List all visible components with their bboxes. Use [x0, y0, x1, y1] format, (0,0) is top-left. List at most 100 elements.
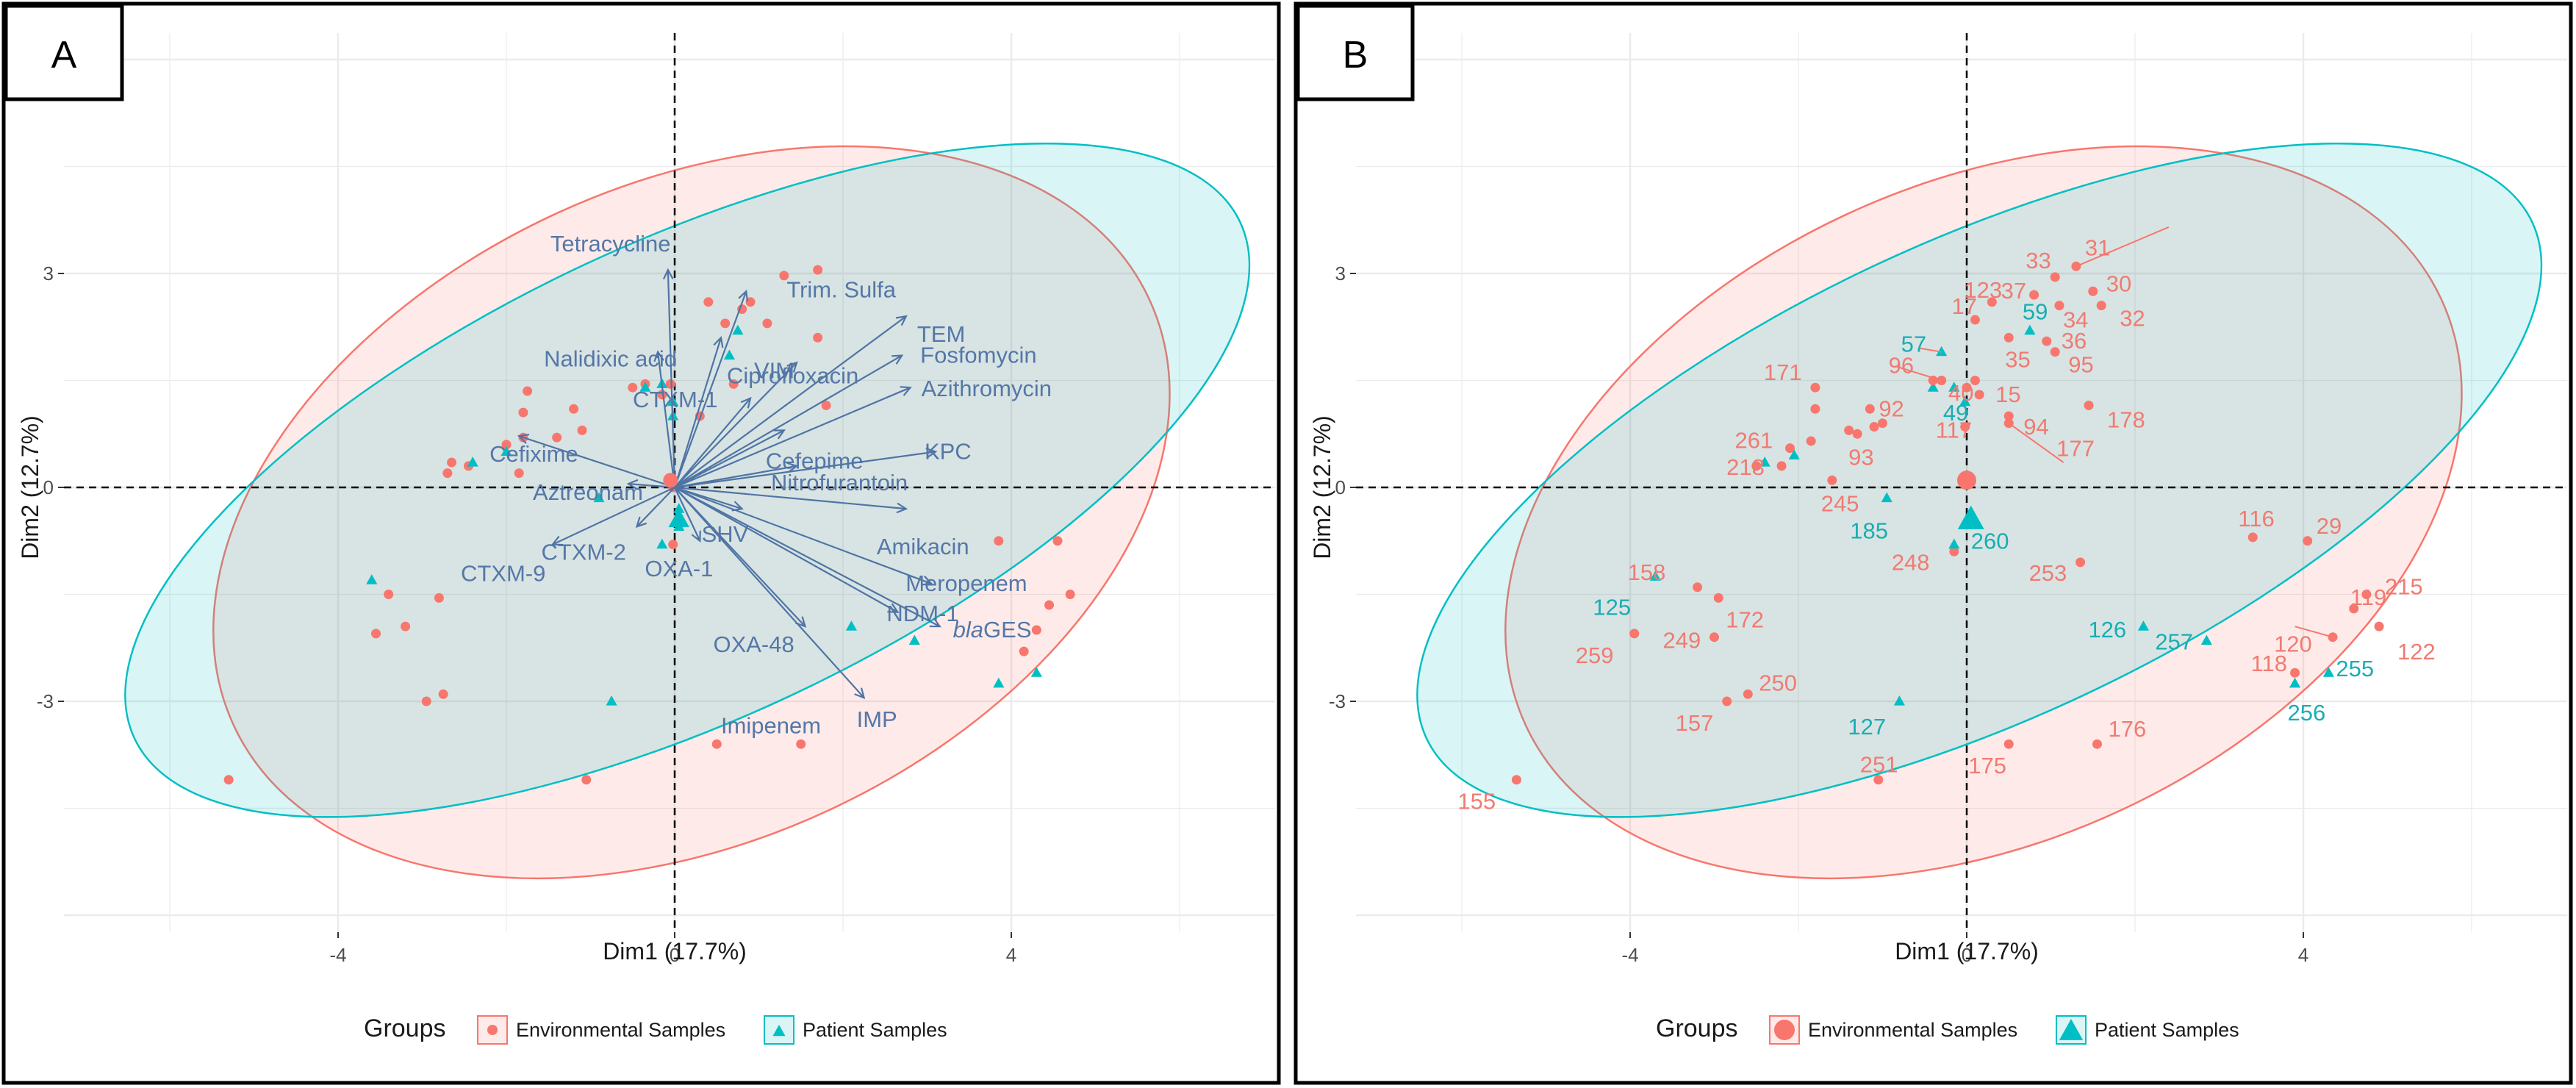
y-tick-label: -3: [1329, 690, 1346, 712]
env-point: [1743, 689, 1753, 699]
point-label: 185: [1850, 518, 1888, 544]
env-point: [2247, 532, 2258, 543]
variable-arrow: [636, 487, 675, 528]
variable-arrow: [628, 483, 675, 489]
variable-label: Tetracycline: [550, 231, 671, 257]
env-ellipse: [212, 145, 1171, 880]
patient-point: [908, 634, 920, 645]
x-tick-label: 4: [2298, 944, 2308, 966]
x-axis-label: Dim1 (17.7%): [603, 938, 747, 964]
legend-pat-marker: [772, 1025, 786, 1037]
variable-arrow: [674, 429, 785, 488]
env-point: [2054, 301, 2064, 311]
variable-label: Nalidixic acid: [544, 346, 677, 372]
env-point: [577, 425, 587, 435]
point-label: 94: [2023, 414, 2048, 440]
arrowhead: [635, 516, 647, 529]
legend-env-marker: [487, 1025, 498, 1035]
point-label: 32: [2120, 306, 2145, 332]
label-leader-line: [1920, 347, 1942, 353]
env-point: [1751, 461, 1762, 471]
point-label: 17: [1951, 293, 1976, 319]
env-point: [813, 265, 823, 275]
point-label: 116: [2238, 506, 2274, 532]
patient-point: [593, 492, 605, 503]
env-point: [1810, 404, 1820, 414]
arrowhead: [662, 268, 674, 280]
variable-arrow: [657, 351, 676, 488]
env-point: [401, 621, 411, 631]
patient-point: [501, 445, 512, 457]
env-point: [2050, 347, 2060, 357]
env-point: [796, 739, 806, 749]
env-point: [371, 629, 381, 639]
patient-point: [673, 503, 685, 513]
point-label: 35: [2005, 346, 2030, 372]
arrowhead: [929, 618, 941, 628]
point-label: 256: [2288, 700, 2326, 726]
variable-label: blaGES: [953, 617, 1032, 643]
patient-point: [656, 538, 668, 549]
variable-label: Amikacin: [877, 534, 969, 559]
point-label: 155: [1457, 789, 1496, 815]
variable-arrow: [552, 487, 675, 545]
patient-point: [723, 349, 736, 360]
env-point: [1844, 425, 1854, 435]
variable-arrow: [674, 486, 906, 510]
legend-env-label: Environmental Samples: [516, 1019, 725, 1041]
env-point: [1713, 593, 1723, 603]
panel-a-plot: Tetracycline Trim. Sulfa VIM TEM Nalidixic a…: [17, 33, 1275, 1045]
env-point: [813, 332, 823, 343]
point-label: 245: [1821, 490, 1859, 516]
point-label: 215: [2385, 574, 2423, 600]
y-tick-label: 3: [1335, 262, 1346, 284]
variable-arrow: [674, 362, 797, 488]
point-label: 37: [2001, 278, 2026, 304]
legend-title: Groups: [364, 1014, 446, 1042]
point-label: 158: [1628, 559, 1666, 585]
arrowhead: [691, 530, 701, 543]
env-point: [2003, 739, 2014, 749]
point-label: 57: [1901, 332, 1926, 357]
patient-point: [1030, 667, 1042, 677]
env-point: [720, 318, 731, 329]
variable-label: Azithromycin: [922, 376, 1052, 401]
point-label: 157: [1676, 710, 1714, 736]
arrowhead: [740, 396, 752, 409]
env-point: [1869, 422, 1879, 432]
env-point: [1974, 390, 1984, 400]
label-leader-line: [2295, 626, 2333, 638]
axis-ticks: -4 0 4 3 0 -3: [37, 262, 1016, 966]
legend-pat-marker: [2059, 1019, 2084, 1040]
variable-arrow: [673, 337, 722, 488]
variable-arrows: Tetracycline Trim. Sulfa VIM TEM Nalidixic a…: [461, 231, 1052, 739]
env-point: [1970, 315, 1980, 325]
arrowhead: [653, 350, 664, 362]
patient-point: [2289, 677, 2301, 688]
pat-ellipse: [1416, 142, 2543, 818]
arrowhead: [773, 429, 786, 440]
legend: Groups Environmental Samples Patient Sampl…: [1656, 1014, 2239, 1045]
env-point: [1511, 775, 1521, 785]
patient-point: [2200, 634, 2212, 645]
point-label: 92: [1879, 396, 1904, 421]
variable-label: TEM: [917, 321, 965, 347]
env-point: [2096, 301, 2106, 311]
env-point: [2050, 272, 2060, 282]
panel-a-label: A: [51, 34, 77, 76]
x-axis-label: Dim1 (17.7%): [1895, 938, 2039, 964]
env-point: [668, 540, 678, 550]
env-point: [628, 382, 638, 393]
point-label: 261: [1735, 428, 1773, 454]
variable-arrow: [674, 487, 865, 698]
variable-label: Cefepime: [766, 448, 864, 473]
x-tick-label: 0: [670, 944, 680, 966]
patient-point: [845, 620, 858, 631]
variable-arrow: [674, 387, 911, 489]
variable-label: CTXM-9: [461, 561, 545, 587]
legend: Groups Environmental Samples Patient Sampl…: [364, 1014, 947, 1045]
env-point: [2349, 604, 2359, 614]
y-tick-label: 0: [1335, 476, 1346, 498]
legend-key-pat: [764, 1015, 794, 1045]
